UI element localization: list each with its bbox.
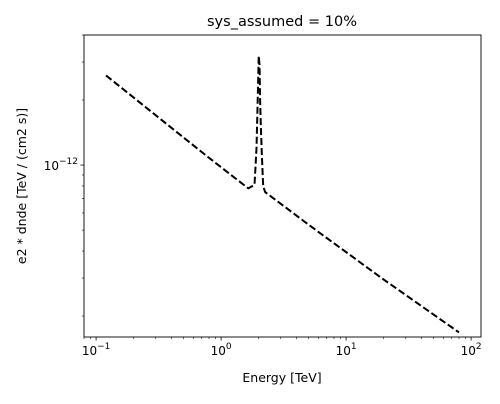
- x-tick-exponent: 1: [351, 342, 357, 352]
- y-tick-base: 10: [44, 159, 59, 173]
- x-tick-label: 102: [461, 342, 482, 358]
- x-axis-ticks: 10−1 100 101 102: [82, 337, 482, 358]
- series-line: [105, 54, 460, 334]
- chart-title: sys_assumed = 10%: [207, 14, 357, 30]
- y-axis-ticks: 10−12: [44, 34, 84, 317]
- x-tick-label: 101: [336, 342, 357, 358]
- x-tick-base: 10: [336, 344, 351, 358]
- x-tick-base: 10: [82, 344, 97, 358]
- y-tick-exponent: −12: [59, 157, 78, 167]
- plot-area: [83, 34, 482, 338]
- x-tick-exponent: −1: [97, 342, 110, 352]
- x-tick-base: 10: [461, 344, 476, 358]
- x-tick-exponent: 0: [226, 342, 232, 352]
- y-tick-label: 10−12: [44, 157, 78, 173]
- x-tick-label: 100: [211, 342, 232, 358]
- x-tick-base: 10: [211, 344, 226, 358]
- x-tick-exponent: 2: [476, 342, 482, 352]
- series-group: [105, 54, 460, 334]
- x-tick-label: 10−1: [82, 342, 111, 358]
- y-axis-label: e2 * dnde [TeV / (cm2 s)]: [14, 108, 29, 264]
- x-axis-label: Energy [TeV]: [242, 370, 321, 385]
